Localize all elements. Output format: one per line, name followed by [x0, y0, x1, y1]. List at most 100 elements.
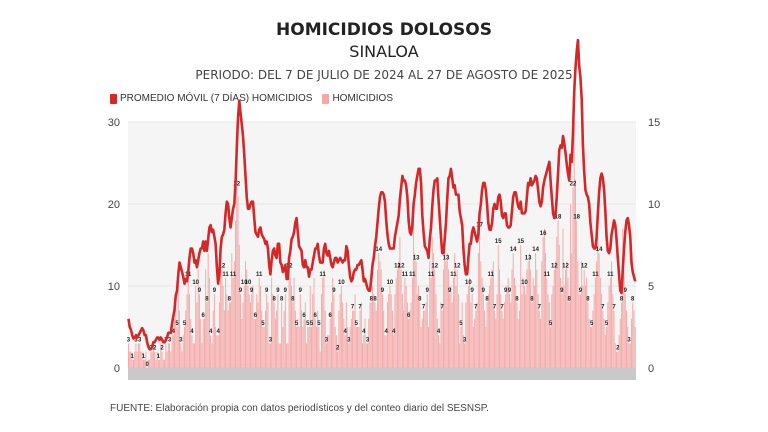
legend-swatch-bar [322, 93, 330, 104]
bar [525, 294, 527, 368]
bar [256, 294, 258, 368]
bar-value-label: 7 [358, 305, 362, 311]
bar [444, 245, 446, 368]
bar [383, 310, 385, 368]
bar [292, 302, 294, 368]
bar [191, 335, 193, 368]
bar [309, 286, 311, 368]
bar [306, 343, 307, 368]
bar [337, 351, 339, 368]
bar [617, 351, 619, 368]
bar-value-label: 4 [392, 329, 396, 335]
bar [616, 351, 618, 368]
legend-item-moving-average: PROMEDIO MÓVIL (7 DÍAS) HOMICIDIOS [110, 93, 312, 104]
bar [301, 310, 302, 368]
bar-value-label: 3 [347, 337, 351, 343]
bar-value-label: 5 [175, 321, 179, 327]
bar [579, 294, 581, 368]
bar-value-label: 4 [190, 329, 194, 335]
x-axis-label-band [128, 368, 636, 380]
bar-value-label: 5 [549, 321, 553, 327]
bar [339, 294, 341, 368]
bar-value-label: 3 [168, 337, 172, 343]
bar-value-label: 11 [256, 272, 263, 278]
bar [223, 310, 225, 368]
bar [213, 294, 215, 368]
bar [318, 327, 320, 368]
bar [527, 261, 529, 368]
bar [152, 343, 154, 368]
bar [614, 343, 616, 368]
bar [160, 343, 162, 368]
y-tick-label-left: 0 [114, 363, 120, 375]
bar [303, 318, 305, 368]
bar [388, 294, 390, 368]
bar [452, 277, 454, 368]
bar-value-label: 6 [328, 313, 332, 319]
bar [177, 286, 179, 368]
bar [334, 327, 336, 368]
bar-value-label: 8 [418, 296, 422, 302]
bar [205, 269, 207, 368]
bar-value-label: 9 [381, 288, 385, 294]
bar [543, 228, 545, 368]
bar [419, 302, 421, 368]
bar [555, 261, 556, 368]
bar-value-label: 11 [488, 272, 495, 278]
bar-value-label: 12 [551, 264, 558, 270]
bar [266, 294, 268, 368]
bar [566, 261, 568, 368]
bar-value-label: 11 [450, 272, 457, 278]
bar [538, 310, 540, 368]
bar [438, 335, 439, 368]
bar-value-label: 8 [205, 296, 209, 302]
bar [325, 343, 327, 368]
bar [434, 269, 436, 368]
bar-value-label: 11 [402, 272, 409, 278]
bar [284, 294, 286, 368]
bar [535, 253, 537, 368]
bar [501, 310, 503, 368]
bar [352, 310, 354, 368]
bar [150, 351, 152, 368]
bar [568, 302, 570, 368]
bar [289, 277, 291, 368]
bar-value-label: 10 [241, 280, 248, 286]
bar [302, 327, 304, 368]
bar-value-label: 10 [387, 280, 394, 286]
bar [130, 351, 132, 368]
bar [431, 236, 433, 368]
bar [257, 302, 259, 368]
chart-title: HOMICIDIOS DOLOSOS [276, 20, 492, 40]
bar [632, 302, 634, 368]
bar-value-label: 1 [142, 354, 146, 360]
bar-value-label: 11 [428, 272, 435, 278]
bar [622, 228, 624, 368]
bar-value-label: 13 [525, 255, 532, 261]
bar [193, 343, 195, 368]
bar [513, 277, 515, 368]
bar [586, 277, 588, 368]
bar [317, 310, 319, 368]
bar [571, 253, 573, 368]
bar [430, 277, 432, 368]
y-tick-label-right: 5 [648, 281, 654, 293]
bar [589, 327, 591, 368]
bar [222, 286, 224, 368]
bar [144, 359, 146, 368]
bar [198, 294, 200, 368]
bar [560, 277, 561, 368]
bar-value-label: 10 [338, 280, 345, 286]
bar [267, 302, 269, 368]
bar-value-label: 9 [213, 288, 217, 294]
bar [545, 253, 547, 368]
bar [530, 269, 532, 368]
bar [228, 302, 230, 368]
bar [436, 318, 438, 368]
bar [406, 302, 408, 368]
bar [384, 335, 386, 368]
bar [293, 277, 295, 368]
bar-value-label: 5 [605, 321, 609, 327]
bar [196, 302, 198, 368]
bar-value-label: 10 [521, 280, 528, 286]
